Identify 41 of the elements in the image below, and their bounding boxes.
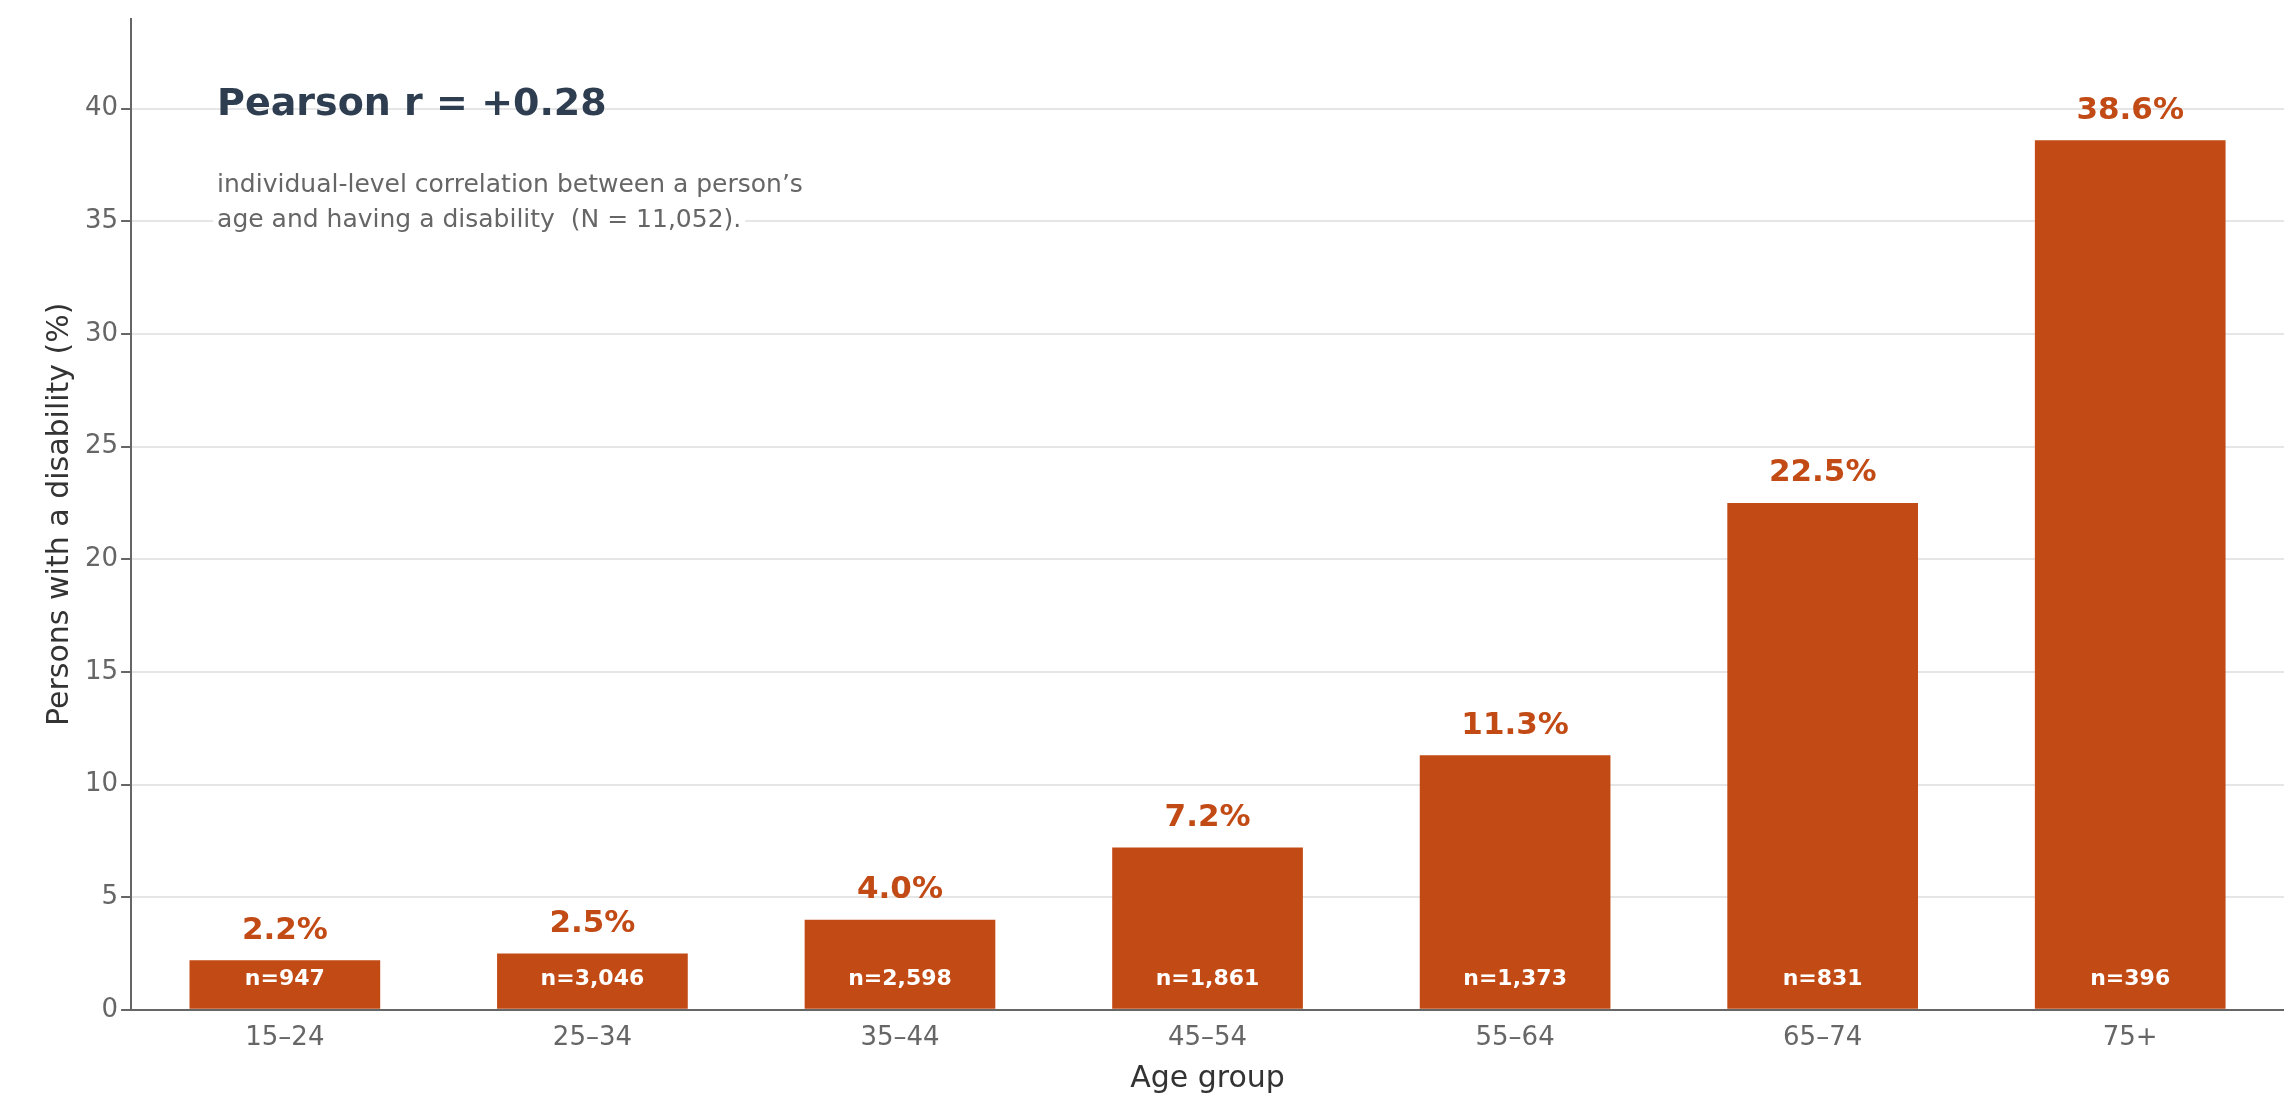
y-tick-label: 25: [84, 429, 119, 460]
text: individual-level correlation between a person’s age and having a disability (N = 11,052).: [217, 168, 803, 233]
annotation: n=2,598: [848, 964, 952, 990]
annotation: n=831: [1782, 964, 1863, 990]
data-label: 4.0%: [856, 869, 943, 906]
x-tick-label: 55–64: [1475, 1021, 1555, 1052]
annotation: n=1,861: [1155, 964, 1260, 990]
bar: [189, 960, 381, 1009]
data-label: 22.5%: [1768, 452, 1877, 489]
x-tick-label: 25–34: [552, 1021, 633, 1052]
bar: [804, 919, 996, 1009]
y-tick-label: 5: [101, 879, 119, 910]
x-tick-label: 15–24: [245, 1021, 325, 1052]
y-tick-label: 20: [84, 542, 119, 572]
y-axis-title: Persons with a disability (%): [39, 302, 75, 726]
bar: [2034, 140, 2226, 1009]
annotation: n=396: [2090, 964, 2171, 990]
y-tick-label: 35: [84, 204, 119, 235]
y-tick-label: 0: [101, 992, 119, 1023]
annotation: n=3,046: [540, 964, 645, 990]
x-tick-label: 35–44: [860, 1021, 940, 1052]
annotation: n=947: [244, 964, 325, 990]
bar: [1727, 502, 1918, 1009]
x-tick-label: 65–74: [1783, 1021, 1863, 1052]
y-tick-label: 40: [84, 91, 119, 122]
data-label: 11.3%: [1461, 704, 1569, 741]
data-label: 7.2%: [1164, 797, 1251, 834]
data-label: 38.6%: [2076, 89, 2184, 126]
x-axis-title: Age group: [1130, 1058, 1285, 1094]
y-tick-label: 30: [84, 316, 119, 347]
x-tick-label: 45–54: [1167, 1021, 1248, 1052]
bar: [497, 953, 688, 1009]
bar: [1419, 755, 1611, 1009]
y-tick-label: 10: [84, 767, 119, 798]
data-label: 2.5%: [549, 903, 636, 940]
data-label: 2.2%: [241, 909, 328, 946]
bar: [1112, 847, 1303, 1009]
y-tick-label: 15: [84, 654, 119, 685]
x-tick-label: 75+: [2102, 1021, 2158, 1052]
annotation: n=1,373: [1463, 964, 1567, 990]
text: Pearson r = +0.28: [217, 79, 607, 124]
